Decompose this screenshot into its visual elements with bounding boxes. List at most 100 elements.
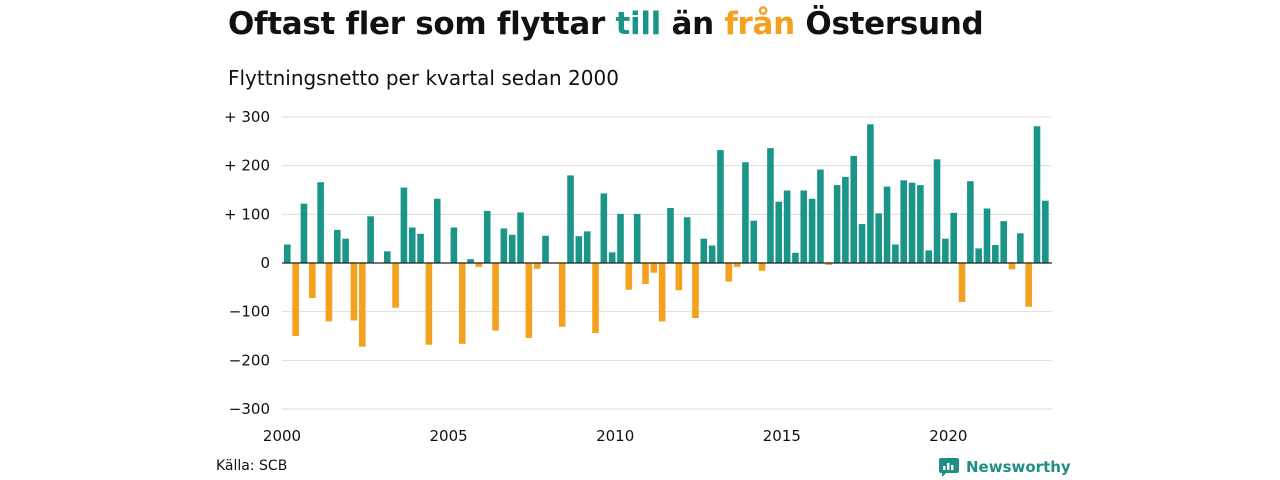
bar xyxy=(1000,221,1007,263)
bar xyxy=(1025,263,1032,307)
bar xyxy=(533,263,541,269)
bar xyxy=(383,251,391,263)
bar xyxy=(475,263,483,267)
bar xyxy=(875,213,883,263)
bar xyxy=(992,244,999,263)
bar xyxy=(950,212,957,263)
bar xyxy=(842,176,849,263)
bar xyxy=(558,263,566,327)
bar xyxy=(425,263,433,345)
bar xyxy=(517,212,524,263)
chart-subtitle: Flyttningsnetto per kvartal sedan 2000 xyxy=(228,66,619,90)
bar xyxy=(642,263,649,284)
y-tick-label: −300 xyxy=(229,400,270,418)
x-tick-label: 2005 xyxy=(430,427,468,445)
bar xyxy=(825,263,833,265)
bar xyxy=(933,159,941,263)
x-tick-label: 2010 xyxy=(596,427,634,445)
bar xyxy=(983,208,991,263)
bar xyxy=(783,190,791,263)
y-axis-ticks: + 300 + 200 + 100 0 −100 −200 −300 xyxy=(224,108,270,418)
title-part-1: Oftast fler som flyttar xyxy=(228,6,616,42)
bar xyxy=(658,263,666,322)
bar xyxy=(692,263,699,318)
bar xyxy=(575,236,583,263)
bar xyxy=(433,198,441,263)
bar xyxy=(758,263,766,271)
source-label: Källa: SCB xyxy=(216,458,288,474)
bar xyxy=(625,263,633,290)
bar xyxy=(967,181,974,263)
bar xyxy=(792,252,799,263)
bar xyxy=(367,216,374,263)
bar xyxy=(717,150,724,263)
grid-lines xyxy=(282,116,1052,410)
x-tick-label: 2020 xyxy=(929,427,967,445)
bar xyxy=(492,263,499,331)
bar xyxy=(1042,200,1049,263)
title-part-2: än xyxy=(660,6,725,42)
y-tick-label: + 100 xyxy=(224,205,270,223)
bar xyxy=(450,227,458,263)
bar xyxy=(458,263,466,344)
bar xyxy=(808,198,816,263)
bar xyxy=(500,228,508,263)
brand[interactable]: Newsworthy xyxy=(938,456,1071,478)
y-tick-label: −200 xyxy=(229,351,270,369)
bar xyxy=(742,162,749,263)
bar xyxy=(858,224,866,263)
bar xyxy=(650,263,658,273)
y-tick-label: + 200 xyxy=(224,157,270,175)
bar xyxy=(308,263,316,299)
bar xyxy=(325,263,333,322)
bar xyxy=(525,263,533,338)
bar xyxy=(508,234,516,263)
y-tick-label: + 300 xyxy=(224,108,270,126)
bar xyxy=(767,148,774,263)
bar xyxy=(700,238,708,263)
bar xyxy=(592,263,599,334)
bar xyxy=(725,263,733,282)
bar xyxy=(1033,126,1041,263)
bar xyxy=(608,252,616,263)
bar xyxy=(408,227,416,263)
bar xyxy=(417,233,424,263)
bar xyxy=(667,208,674,263)
bar xyxy=(633,213,641,263)
bar xyxy=(300,203,308,263)
bar xyxy=(483,210,491,263)
x-axis-ticks: 2000 2005 2010 2015 2020 xyxy=(263,427,968,445)
chart-title: Oftast fler som flyttar till än från Öst… xyxy=(228,6,984,42)
bar xyxy=(317,182,324,263)
bar xyxy=(600,193,608,263)
bar xyxy=(350,263,358,321)
newsworthy-logo-icon xyxy=(939,458,959,477)
bar xyxy=(908,182,916,263)
title-word-from: från xyxy=(724,6,795,42)
bar xyxy=(900,180,908,263)
bar xyxy=(917,185,924,263)
bar xyxy=(583,231,591,263)
bar xyxy=(342,238,349,263)
bar xyxy=(617,213,624,263)
bar xyxy=(733,263,741,267)
y-tick-label: 0 xyxy=(260,254,270,272)
title-part-3: Östersund xyxy=(794,6,984,42)
bar xyxy=(833,185,841,263)
bar xyxy=(292,263,299,336)
bar xyxy=(284,244,291,263)
bar xyxy=(675,263,683,291)
bar xyxy=(467,259,474,263)
bar xyxy=(892,244,899,263)
bar xyxy=(775,201,783,263)
bar xyxy=(925,250,933,263)
bars xyxy=(284,124,1049,347)
bar xyxy=(358,263,366,347)
bar xyxy=(400,187,408,263)
bar xyxy=(750,220,758,263)
bar xyxy=(817,169,824,263)
bar xyxy=(567,175,574,263)
bar xyxy=(542,235,549,263)
x-tick-label: 2000 xyxy=(263,427,301,445)
